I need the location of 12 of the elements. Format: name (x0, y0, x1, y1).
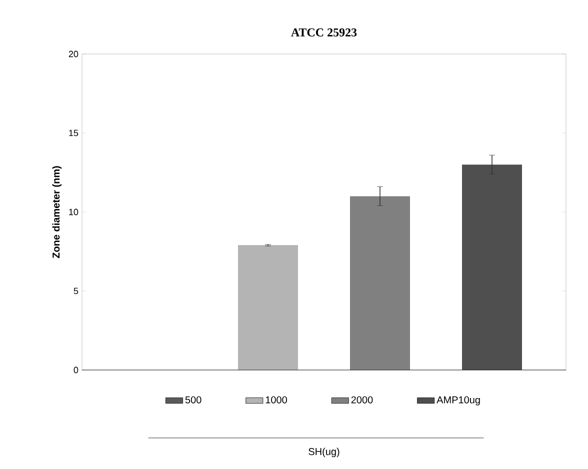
chart-title: ATCC 25923 (291, 28, 357, 36)
y-axis-title: Zone diameter (nm) (52, 166, 62, 258)
legend-label: 2000 (351, 396, 373, 404)
y-tick-label: 15 (69, 130, 78, 136)
legend-label: 1000 (266, 396, 287, 404)
text: SH(ug) (308, 448, 340, 458)
legend-label: 500 (185, 396, 202, 404)
y-tick-label: 5 (74, 288, 78, 294)
y-tick-label: 0 (74, 366, 78, 374)
y-tick-label: 20 (68, 50, 78, 58)
legend-label: AMP10ug (436, 396, 480, 406)
y-tick-label: 10 (69, 208, 78, 216)
